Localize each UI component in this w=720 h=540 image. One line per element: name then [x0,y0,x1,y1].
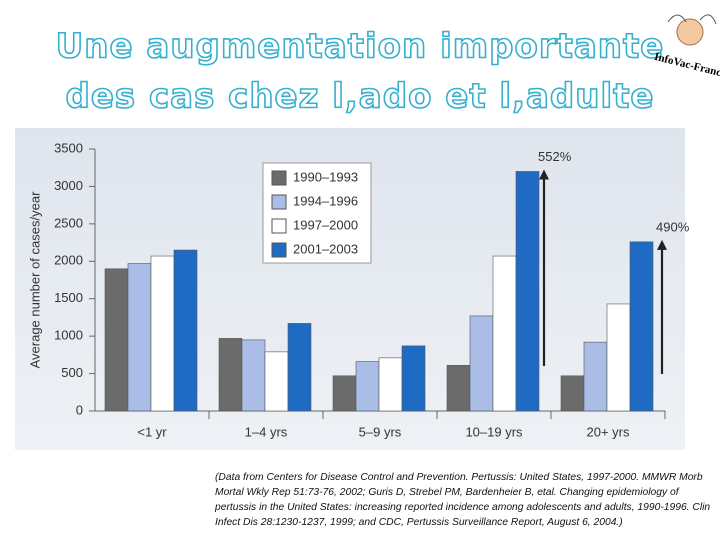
legend-swatch [271,194,287,210]
bar [355,361,380,412]
legend-swatch [271,170,287,186]
bar [332,375,357,412]
y-tick-label: 3000 [54,178,83,193]
bar [629,241,654,412]
bar [378,357,403,412]
x-tick-label: <1 yr [137,424,167,439]
annotation: 552% [538,149,572,164]
bar [446,365,471,412]
annotation-arrowhead [657,239,667,250]
y-axis-label: Average number of cases/year [27,191,42,368]
y-tick-label: 0 [76,402,83,417]
legend-label: 1990–1993 [293,169,358,184]
y-tick-label: 2000 [54,253,83,268]
bar [150,255,175,412]
x-tick-label: 20+ yrs [587,424,630,439]
citation: (Data from Centers for Disease Control a… [215,470,715,530]
bar [241,339,266,412]
legend-swatch [271,218,287,234]
bar [560,375,585,412]
x-tick-label: 1–4 yrs [245,424,288,439]
annotation: 490% [656,219,690,234]
bar [606,303,631,412]
bar [127,263,152,412]
citation-line: pertussis in the United States: increasi… [215,502,711,513]
legend-label: 2001–2003 [293,241,358,256]
y-tick-label: 3500 [54,140,83,155]
citation-line: (Data from Centers for Disease Control a… [215,472,703,483]
logo-icon [676,18,704,46]
citation-line: Mortal Wkly Rep 51:73-76, 2002; Guris D,… [215,487,679,498]
legend-label: 1997–2000 [293,217,358,232]
bar [401,345,426,412]
bar [264,351,289,412]
y-tick-label: 1000 [54,328,83,343]
bar [173,249,198,412]
x-tick-label: 10–19 yrs [465,424,523,439]
bar [104,268,129,412]
bar [469,315,494,412]
slide-title: Une augmentation importante [56,27,665,67]
bar [583,341,608,412]
y-tick-label: 1500 [54,290,83,305]
bar [492,255,517,412]
citation-line: Infect Dis 28:1230-1237, 1999; and CDC, … [215,517,623,528]
legend-swatch [271,242,287,258]
bar [515,171,540,412]
annotation-arrowhead [539,169,549,180]
bar [218,338,243,412]
y-tick-label: 2500 [54,215,83,230]
y-tick-label: 500 [61,365,83,380]
legend-label: 1994–1996 [293,193,358,208]
x-tick-label: 5–9 yrs [359,424,402,439]
bar [287,323,312,412]
slide-title: des cas chez l,ado et l,adulte [66,77,655,117]
logo-wings [667,14,717,25]
